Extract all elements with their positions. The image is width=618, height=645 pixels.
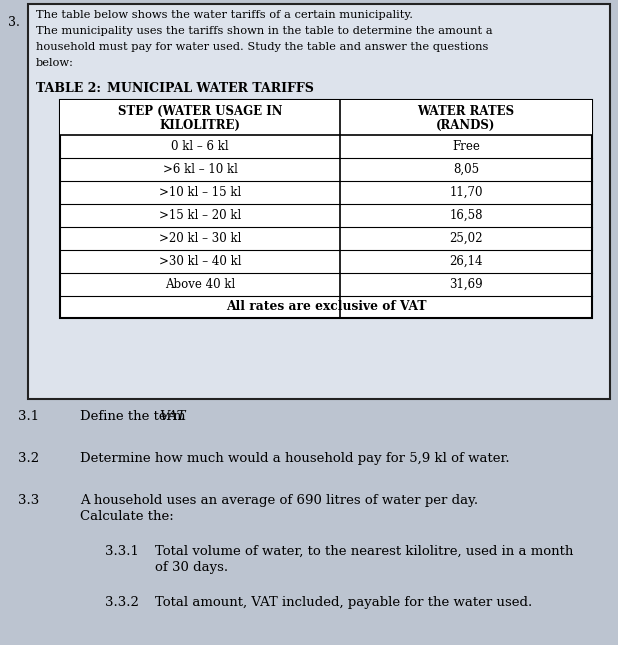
Text: 0 kl – 6 kl: 0 kl – 6 kl xyxy=(171,140,229,153)
Text: of 30 days.: of 30 days. xyxy=(155,561,228,574)
Text: STEP (WATER USAGE IN: STEP (WATER USAGE IN xyxy=(118,105,282,118)
Text: >6 kl – 10 kl: >6 kl – 10 kl xyxy=(163,163,237,176)
Text: 3.2: 3.2 xyxy=(18,452,39,465)
Text: The table below shows the water tariffs of a certain municipality.: The table below shows the water tariffs … xyxy=(36,10,413,20)
Text: 8,05: 8,05 xyxy=(453,163,479,176)
Text: A household uses an average of 690 litres of water per day.: A household uses an average of 690 litre… xyxy=(80,494,478,507)
Text: 16,58: 16,58 xyxy=(449,209,483,222)
Text: 3.3.2: 3.3.2 xyxy=(105,596,139,609)
Text: >10 kl – 15 kl: >10 kl – 15 kl xyxy=(159,186,241,199)
Text: The municipality uses the tariffs shown in the table to determine the amount a: The municipality uses the tariffs shown … xyxy=(36,26,493,36)
Text: VAT: VAT xyxy=(159,410,185,423)
Text: 26,14: 26,14 xyxy=(449,255,483,268)
Text: Total volume of water, to the nearest kilolitre, used in a month: Total volume of water, to the nearest ki… xyxy=(155,545,574,558)
Text: 25,02: 25,02 xyxy=(449,232,483,245)
Text: KILOLITRE): KILOLITRE) xyxy=(159,119,240,132)
Text: Total amount, VAT included, payable for the water used.: Total amount, VAT included, payable for … xyxy=(155,596,532,609)
Text: >30 kl – 40 kl: >30 kl – 40 kl xyxy=(159,255,241,268)
Text: 3.3: 3.3 xyxy=(18,494,40,507)
Text: Determine how much would a household pay for 5,9 kl of water.: Determine how much would a household pay… xyxy=(80,452,510,465)
Text: (RANDS): (RANDS) xyxy=(436,119,496,132)
Text: TABLE 2:: TABLE 2: xyxy=(36,82,101,95)
Text: 3.3.1: 3.3.1 xyxy=(105,545,139,558)
Text: household must pay for water used. Study the table and answer the questions: household must pay for water used. Study… xyxy=(36,42,488,52)
Text: below:: below: xyxy=(36,58,74,68)
Text: Free: Free xyxy=(452,140,480,153)
Text: 11,70: 11,70 xyxy=(449,186,483,199)
Text: Above 40 kl: Above 40 kl xyxy=(165,278,235,291)
Text: Define the term: Define the term xyxy=(80,410,190,423)
Text: >20 kl – 30 kl: >20 kl – 30 kl xyxy=(159,232,241,245)
Text: Calculate the:: Calculate the: xyxy=(80,510,174,523)
Text: 31,69: 31,69 xyxy=(449,278,483,291)
Text: .: . xyxy=(181,410,185,423)
Text: 3.: 3. xyxy=(8,16,20,29)
Text: 3.1: 3.1 xyxy=(18,410,39,423)
Text: >15 kl – 20 kl: >15 kl – 20 kl xyxy=(159,209,241,222)
Text: MUNICIPAL WATER TARIFFS: MUNICIPAL WATER TARIFFS xyxy=(94,82,314,95)
Text: All rates are exclusive of VAT: All rates are exclusive of VAT xyxy=(226,301,426,313)
Bar xyxy=(60,100,592,135)
Bar xyxy=(28,4,610,399)
Text: WATER RATES: WATER RATES xyxy=(417,105,515,118)
Bar xyxy=(60,100,592,318)
